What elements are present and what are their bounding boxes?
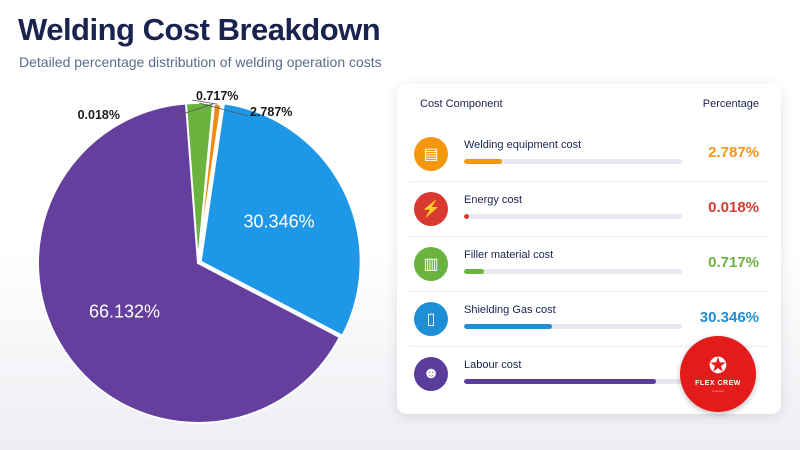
leader-line bbox=[199, 102, 249, 117]
row-label: Energy cost bbox=[464, 194, 523, 206]
pie-slice-shielding-gas-cost bbox=[199, 102, 362, 338]
flex-crew-badge: ✪ FLEX CREW ••••••••••• bbox=[680, 336, 756, 412]
slice-label: 66.132% bbox=[89, 301, 160, 321]
row-label: Filler material cost bbox=[464, 249, 554, 261]
badge-subtext: ••••••••••• bbox=[712, 389, 724, 393]
progress-fill bbox=[464, 214, 469, 219]
row-divider bbox=[409, 346, 769, 347]
worker-icon: ☻ bbox=[414, 357, 448, 391]
progress-track bbox=[464, 324, 682, 329]
row-percentage: 30.346% bbox=[699, 309, 759, 326]
progress-track bbox=[464, 214, 682, 219]
progress-fill bbox=[464, 379, 656, 384]
row-divider bbox=[409, 236, 769, 237]
table-header: Cost Component Percentage bbox=[397, 84, 781, 122]
lightning-icon: ⚡ bbox=[414, 192, 448, 226]
row-label: Shielding Gas cost bbox=[464, 304, 556, 316]
progress-track bbox=[464, 379, 682, 384]
leader-line bbox=[191, 99, 218, 105]
progress-track bbox=[464, 269, 682, 274]
pie-chart: 2.787% 0.018% 0.717% 30.346% 66.132% bbox=[37, 89, 362, 424]
row-label: Welding equipment cost bbox=[464, 139, 582, 151]
column-header-percentage: Percentage bbox=[702, 98, 759, 110]
progress-fill bbox=[464, 159, 502, 164]
row-percentage: 2.787% bbox=[708, 144, 759, 161]
pie-slice-labour-cost bbox=[37, 102, 342, 424]
row-percentage: 0.018% bbox=[708, 199, 759, 216]
progress-track bbox=[464, 159, 682, 164]
slice-label: 0.717% bbox=[196, 89, 238, 103]
row-label: Labour cost bbox=[464, 359, 522, 371]
table-row: ▤ Welding equipment cost 2.787% bbox=[397, 126, 781, 181]
slice-label: 30.346% bbox=[244, 212, 315, 232]
column-header-component: Cost Component bbox=[420, 98, 503, 110]
row-divider bbox=[409, 181, 769, 182]
slice-label: 0.018% bbox=[78, 108, 120, 122]
row-divider bbox=[409, 291, 769, 292]
progress-fill bbox=[464, 269, 484, 274]
badge-text: FLEX CREW bbox=[695, 380, 741, 387]
page-subtitle: Detailed percentage distribution of weld… bbox=[19, 54, 382, 70]
page-title: Welding Cost Breakdown bbox=[18, 12, 381, 47]
table-row: ▥ Filler material cost 0.717% bbox=[397, 236, 781, 291]
table-row: ☻ Labour cost bbox=[397, 346, 781, 401]
slice-label: 2.787% bbox=[250, 105, 292, 119]
leader-line bbox=[175, 103, 214, 117]
progress-fill bbox=[464, 324, 553, 329]
row-percentage: 0.717% bbox=[708, 254, 759, 271]
strongman-icon: ✪ bbox=[708, 353, 728, 378]
table-row: ⚡ Energy cost 0.018% bbox=[397, 181, 781, 236]
filler-spool-icon: ▥ bbox=[414, 247, 448, 281]
gas-cylinder-icon: ▯ bbox=[414, 302, 448, 336]
equipment-icon: ▤ bbox=[414, 137, 448, 171]
table-row: ▯ Shielding Gas cost 30.346% bbox=[397, 291, 781, 346]
